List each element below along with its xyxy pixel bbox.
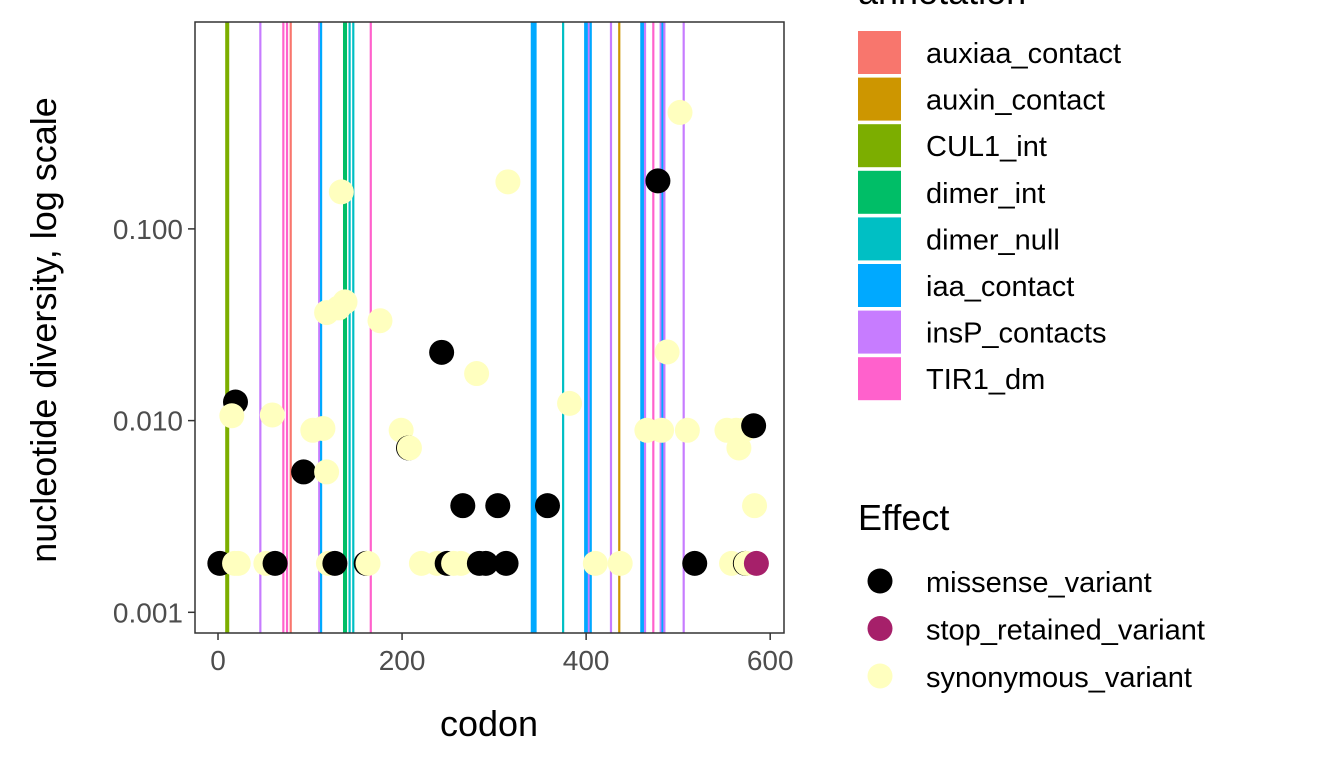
effect-legend-title: Effect	[858, 497, 949, 538]
data-point-synonymous-variant	[495, 169, 521, 195]
annotation-legend-title: annotation	[858, 0, 1026, 12]
data-point-missense-variant	[429, 339, 455, 365]
data-point-synonymous-variant	[314, 459, 340, 485]
data-point-missense-variant	[682, 550, 708, 576]
data-point-synonymous-variant	[332, 289, 358, 315]
annotation-legend-label: dimer_null	[926, 224, 1060, 256]
data-point-synonymous-variant	[219, 403, 245, 429]
data-point-synonymous-variant	[328, 179, 354, 205]
effect-legend-label: missense_variant	[926, 567, 1152, 599]
points	[207, 99, 769, 576]
data-point-synonymous-variant	[667, 99, 693, 125]
effect-legend-label: synonymous_variant	[926, 662, 1192, 694]
y-tick-label: 0.010	[113, 406, 183, 437]
x-axis: 0 200 400 600	[210, 633, 794, 676]
x-axis-title: codon	[440, 703, 538, 744]
data-point-synonymous-variant	[464, 361, 490, 387]
annotation-legend-label: iaa_contact	[926, 271, 1074, 303]
data-point-missense-variant	[291, 459, 317, 485]
annotation-legend-swatch	[858, 77, 901, 121]
y-tick-label: 0.100	[113, 214, 183, 245]
data-point-missense-variant	[534, 493, 560, 519]
annotation-legend-swatch	[858, 310, 901, 354]
data-point-synonymous-variant	[396, 435, 422, 461]
data-point-synonymous-variant	[367, 308, 393, 334]
panel-border	[194, 21, 785, 634]
effect-legend-key	[867, 663, 893, 689]
annotation-legend-swatch	[858, 264, 901, 307]
data-point-synonymous-variant	[607, 550, 633, 576]
data-point-synonymous-variant	[310, 415, 336, 441]
panel-background	[195, 22, 784, 633]
data-point-synonymous-variant	[259, 402, 285, 428]
y-tick-label: 0.001	[113, 597, 183, 628]
annotation-legend-swatch	[858, 170, 901, 214]
annotation-legend-label: auxin_contact	[926, 85, 1105, 117]
data-point-missense-variant	[473, 550, 499, 576]
data-point-synonymous-variant	[557, 390, 583, 416]
data-point-missense-variant	[493, 550, 519, 576]
x-tick-label: 0	[210, 645, 226, 676]
annotation-legend-swatch	[858, 217, 901, 261]
annotation-legend-label: CUL1_int	[926, 131, 1047, 163]
annotation-legend-swatch	[858, 31, 901, 74]
data-point-synonymous-variant	[355, 550, 381, 576]
annotation-legend-swatch	[858, 124, 901, 168]
effect-legend-label: stop_retained_variant	[926, 615, 1205, 647]
plot-panel	[194, 21, 785, 634]
annotation-legend-label: insP_contacts	[926, 318, 1107, 350]
x-tick-label: 200	[379, 645, 426, 676]
y-axis: 0.001 0.010 0.100	[113, 214, 195, 628]
y-axis-title: nucleotide diversity, log scale	[23, 97, 64, 563]
data-point-synonymous-variant	[674, 417, 700, 443]
data-point-missense-variant	[450, 493, 476, 519]
data-point-synonymous-variant	[448, 550, 474, 576]
annotation-legend-label: auxiaa_contact	[926, 38, 1121, 70]
annotation-legend: annotation auxiaa_contact auxin_contact CU…	[858, 0, 1121, 401]
annotation-legend-label: dimer_int	[926, 178, 1045, 210]
annotation-lines	[225, 22, 685, 633]
effect-legend-key	[867, 568, 893, 594]
data-point-synonymous-variant	[654, 339, 680, 365]
data-point-synonymous-variant	[649, 417, 675, 443]
annotation-legend-swatch	[858, 357, 901, 401]
effect-legend: Effect missense_variant stop_retained_var…	[858, 497, 1205, 694]
data-point-synonymous-variant	[582, 550, 608, 576]
data-point-missense-variant	[645, 168, 671, 194]
annotation-legend-label: TIR1_dm	[926, 364, 1045, 396]
data-point-synonymous-variant	[742, 493, 768, 519]
data-point-missense-variant	[322, 550, 348, 576]
data-point-synonymous-variant	[225, 550, 251, 576]
x-tick-label: 600	[747, 645, 794, 676]
data-point-stop-retained-variant	[743, 550, 769, 576]
data-point-missense-variant	[262, 550, 288, 576]
data-point-missense-variant	[485, 493, 511, 519]
data-point-missense-variant	[741, 413, 767, 439]
effect-legend-key	[867, 616, 893, 641]
x-tick-label: 400	[563, 645, 610, 676]
